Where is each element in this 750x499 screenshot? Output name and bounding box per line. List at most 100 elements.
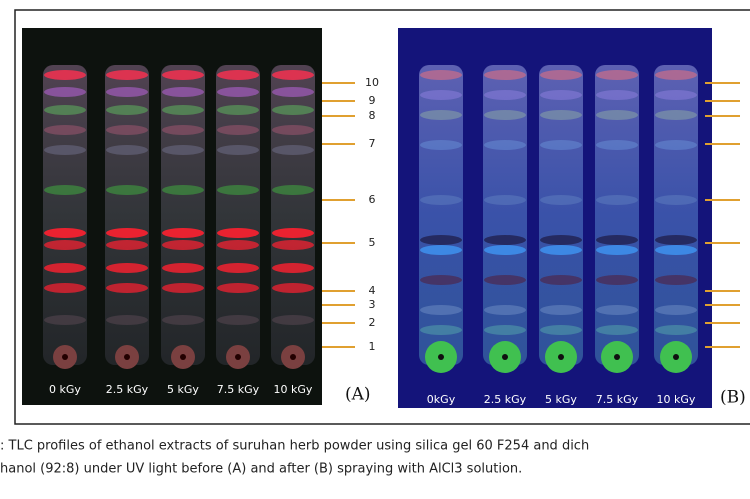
band: [420, 235, 462, 245]
band: [655, 110, 697, 120]
band: [484, 195, 526, 205]
band: [596, 110, 638, 120]
band: [217, 263, 259, 273]
band: [655, 195, 697, 205]
band: [272, 125, 314, 135]
band: [596, 325, 638, 335]
lane-label: 2.5 kGy: [484, 393, 527, 406]
band: [540, 235, 582, 245]
origin-center: [180, 354, 186, 360]
band: [484, 275, 526, 285]
band: [44, 263, 86, 273]
band: [655, 245, 697, 255]
band: [44, 105, 86, 115]
band: [106, 228, 148, 238]
origin-center: [235, 354, 241, 360]
band: [44, 228, 86, 238]
lane-label: 10 kGy: [657, 393, 696, 406]
band: [655, 235, 697, 245]
rf-label: 9: [369, 94, 376, 107]
band: [540, 275, 582, 285]
rf-label: 8: [369, 109, 376, 122]
band: [44, 145, 86, 155]
band: [655, 275, 697, 285]
rf-label: 1: [369, 340, 376, 353]
band: [217, 125, 259, 135]
band: [540, 110, 582, 120]
band: [272, 283, 314, 293]
band: [596, 245, 638, 255]
figure-frame: [14, 9, 750, 425]
band: [420, 70, 462, 80]
band: [162, 263, 204, 273]
caption-line: hanol (92:8) under UV light before (A) a…: [0, 462, 522, 477]
band: [44, 315, 86, 325]
band: [106, 185, 148, 195]
band: [106, 240, 148, 250]
band: [272, 105, 314, 115]
band: [420, 110, 462, 120]
band: [106, 105, 148, 115]
rf-label: 3: [369, 298, 376, 311]
band: [484, 90, 526, 100]
band: [596, 275, 638, 285]
origin-center: [673, 354, 679, 360]
band: [540, 245, 582, 255]
origin-center: [438, 354, 444, 360]
origin-center: [558, 354, 564, 360]
band: [540, 195, 582, 205]
lane-label: 2.5 kGy: [106, 383, 149, 396]
band: [655, 90, 697, 100]
band: [162, 105, 204, 115]
band: [484, 305, 526, 315]
band: [272, 240, 314, 250]
band: [540, 90, 582, 100]
band: [596, 195, 638, 205]
band: [272, 87, 314, 97]
panel-label: (B): [720, 388, 746, 408]
band: [655, 305, 697, 315]
band: [217, 145, 259, 155]
band: [272, 263, 314, 273]
band: [420, 325, 462, 335]
origin-center: [62, 354, 68, 360]
lane-label: 10 kGy: [274, 383, 313, 396]
band: [106, 87, 148, 97]
lane-label: 0kGy: [427, 393, 456, 406]
origin-center: [290, 354, 296, 360]
band: [596, 70, 638, 80]
band: [420, 140, 462, 150]
band: [217, 228, 259, 238]
band: [162, 145, 204, 155]
band: [272, 185, 314, 195]
band: [420, 245, 462, 255]
band: [217, 283, 259, 293]
band: [106, 125, 148, 135]
band: [217, 185, 259, 195]
lane: [595, 65, 639, 365]
lane: [539, 65, 583, 365]
band: [44, 240, 86, 250]
rf-label: 6: [369, 193, 376, 206]
band: [596, 305, 638, 315]
band: [272, 228, 314, 238]
band: [540, 140, 582, 150]
band: [484, 110, 526, 120]
band: [540, 325, 582, 335]
rf-label: 5: [369, 236, 376, 249]
band: [272, 145, 314, 155]
lane-label: 0 kGy: [49, 383, 81, 396]
band: [162, 315, 204, 325]
lane-label: 5 kGy: [545, 393, 577, 406]
band: [162, 228, 204, 238]
band: [106, 70, 148, 80]
band: [44, 125, 86, 135]
band: [162, 70, 204, 80]
band: [484, 325, 526, 335]
band: [106, 283, 148, 293]
band: [655, 70, 697, 80]
lane-label: 7.5 kGy: [596, 393, 639, 406]
band: [162, 240, 204, 250]
